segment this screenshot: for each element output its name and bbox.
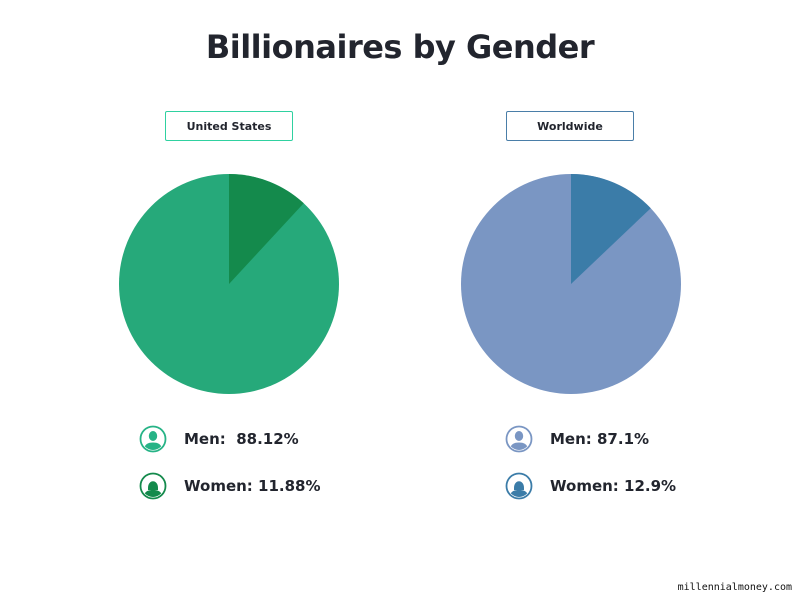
us-men-label: Men: 88.12% <box>184 430 299 448</box>
worldwide-women-slice <box>571 174 651 284</box>
worldwide-women-label: Women: 12.9% <box>550 477 677 495</box>
us-legend-men: Men: 88.12% <box>139 425 299 453</box>
worldwide-legend-men: Men: 87.1% <box>505 425 649 453</box>
man-icon <box>505 425 533 453</box>
chart-title: Billionaires by Gender <box>205 28 595 66</box>
us-women-label: Women: 11.88% <box>184 477 321 495</box>
us-panel-label: United States <box>165 111 293 141</box>
worldwide-legend-women: Women: 12.9% <box>505 472 676 500</box>
worldwide-panel-label: Worldwide <box>506 111 634 141</box>
woman-icon <box>139 472 167 500</box>
source-watermark: millennialmoney.com <box>677 582 792 593</box>
man-icon <box>139 425 167 453</box>
worldwide-pie-chart <box>461 174 681 394</box>
woman-icon <box>505 472 533 500</box>
us-pie-chart <box>119 174 339 394</box>
us-women-slice <box>229 174 304 284</box>
worldwide-men-label: Men: 87.1% <box>550 430 650 448</box>
us-legend-women: Women: 11.88% <box>139 472 321 500</box>
